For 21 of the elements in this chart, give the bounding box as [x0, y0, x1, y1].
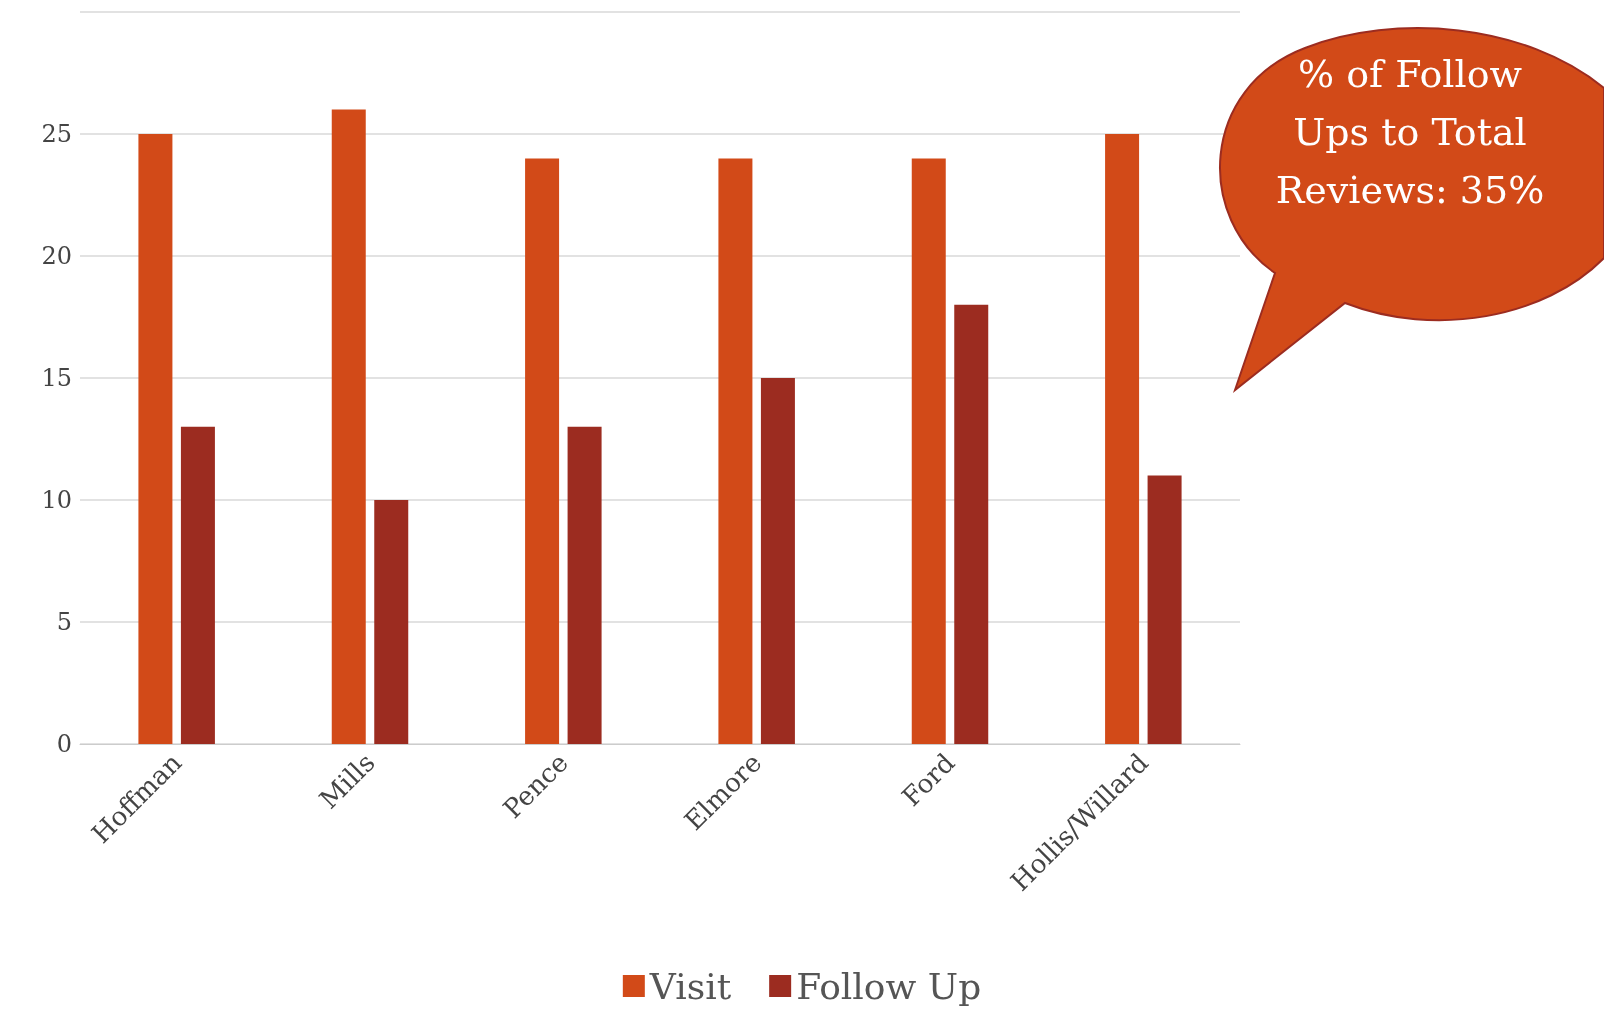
y-tick-label: 20	[41, 242, 72, 270]
bar	[525, 158, 560, 744]
bar	[954, 304, 989, 744]
bar	[331, 109, 366, 744]
y-tick-label: 5	[56, 608, 72, 636]
text: % of Follow Ups to Total Reviews: 35%	[1274, 51, 1546, 214]
bar	[760, 378, 795, 744]
bar	[567, 426, 602, 744]
bar	[138, 134, 173, 744]
bar	[1105, 134, 1140, 744]
y-tick-label: 0	[56, 730, 72, 758]
legend-label: Follow Up	[796, 965, 982, 1007]
y-tick-label: 25	[41, 120, 72, 148]
y-tick-label: 10	[41, 486, 72, 514]
y-tick-label: 15	[41, 364, 72, 392]
bar	[911, 158, 946, 744]
bar	[1147, 475, 1182, 744]
legend-label: Visit	[648, 965, 732, 1007]
bar	[180, 426, 215, 744]
bar	[374, 500, 409, 744]
bar	[718, 158, 753, 744]
